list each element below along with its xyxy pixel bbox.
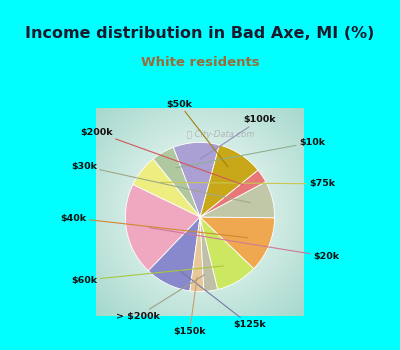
- Text: White residents: White residents: [141, 56, 259, 70]
- Wedge shape: [200, 217, 218, 292]
- Wedge shape: [200, 145, 258, 217]
- Text: $200k: $200k: [80, 127, 243, 185]
- Text: $75k: $75k: [160, 179, 335, 188]
- Text: $150k: $150k: [173, 277, 206, 336]
- Text: $50k: $50k: [166, 100, 228, 167]
- Text: Income distribution in Bad Axe, MI (%): Income distribution in Bad Axe, MI (%): [25, 26, 375, 41]
- Wedge shape: [126, 184, 200, 271]
- Wedge shape: [148, 217, 200, 291]
- Text: $60k: $60k: [71, 266, 224, 285]
- Text: $30k: $30k: [71, 162, 250, 203]
- Text: $125k: $125k: [179, 270, 266, 329]
- Wedge shape: [133, 159, 200, 217]
- Wedge shape: [173, 142, 219, 217]
- Text: $100k: $100k: [200, 115, 276, 159]
- Wedge shape: [200, 217, 274, 269]
- Text: $10k: $10k: [176, 138, 325, 168]
- Wedge shape: [200, 170, 266, 217]
- Wedge shape: [190, 217, 204, 292]
- Text: ⓘ City-Data.com: ⓘ City-Data.com: [187, 130, 254, 139]
- Wedge shape: [200, 217, 254, 289]
- Text: > $200k: > $200k: [116, 274, 205, 321]
- Text: $40k: $40k: [60, 214, 248, 238]
- Text: $20k: $20k: [149, 228, 340, 261]
- Wedge shape: [153, 147, 200, 217]
- Wedge shape: [200, 182, 274, 218]
